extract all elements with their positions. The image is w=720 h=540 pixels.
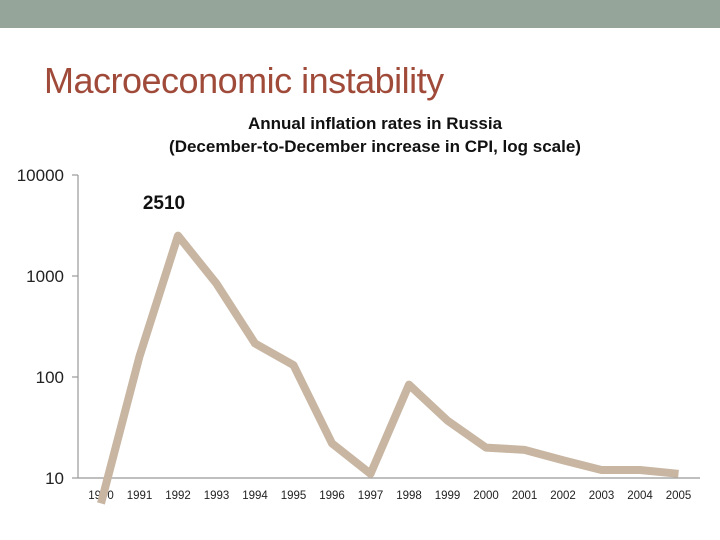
x-tick-label: 2005 (666, 490, 692, 502)
x-tick-label: 1991 (127, 490, 153, 502)
x-tick-label: 2004 (627, 490, 653, 502)
chart-subtitle: (December-to-December increase in CPI, l… (169, 137, 581, 156)
slide-title: Macroeconomic instability (44, 60, 444, 101)
header-band (0, 0, 720, 28)
x-tick-label: 1995 (281, 490, 307, 502)
peak-label: 2510 (143, 193, 185, 214)
x-tick-label: 2001 (512, 490, 538, 502)
x-tick-label: 1994 (242, 490, 268, 502)
x-tick-label: 1993 (204, 490, 230, 502)
y-tick-label: 1000 (26, 267, 64, 286)
chart-title-block: Annual inflation rates in Russia (Decemb… (75, 112, 675, 158)
x-tick-label: 1992 (165, 490, 191, 502)
inflation-line (97, 231, 679, 505)
x-tick-label: 2002 (550, 490, 576, 502)
x-tick-label: 2000 (473, 490, 499, 502)
y-tick-label: 10 (45, 469, 64, 488)
chart-title: Annual inflation rates in Russia (247, 114, 503, 133)
y-tick-label: 10000 (17, 166, 64, 185)
x-tick-label: 1998 (396, 490, 422, 502)
x-tick-label: 1996 (319, 490, 345, 502)
x-tick-label: 2003 (589, 490, 615, 502)
y-tick-label: 100 (36, 368, 64, 387)
x-tick-label: 1999 (435, 490, 461, 502)
x-tick-label: 1997 (358, 490, 384, 502)
